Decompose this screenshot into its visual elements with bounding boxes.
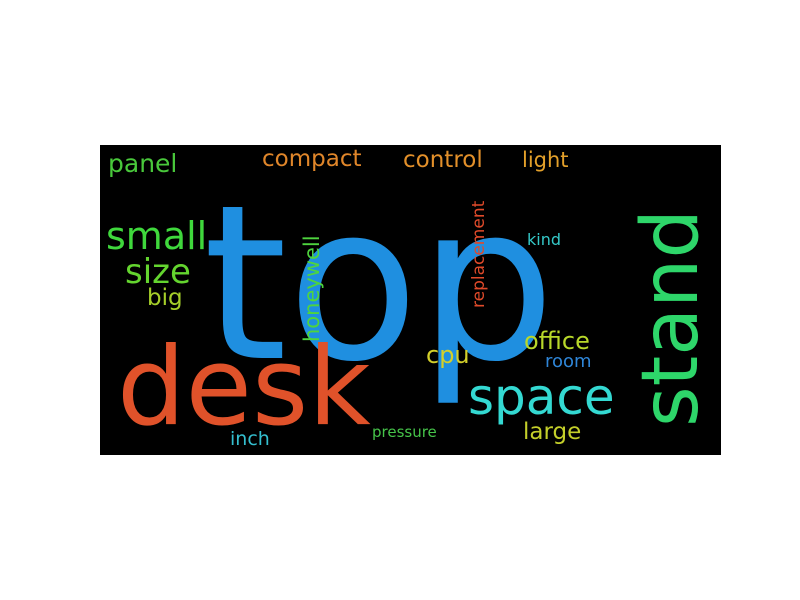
word-desk: desk (117, 325, 371, 450)
word-replacement: replacement (469, 200, 489, 308)
word-stand: stand (626, 209, 716, 427)
word-office: office (524, 327, 590, 355)
word-cloud-background (100, 145, 721, 455)
word-big: big (147, 285, 183, 311)
word-kind: kind (527, 230, 561, 249)
word-top: top (203, 158, 555, 409)
word-control: control (403, 147, 483, 173)
word-panel: panel (108, 149, 177, 178)
word-size: size (125, 252, 191, 292)
word-small: small (106, 214, 207, 258)
word-inch: inch (230, 428, 270, 450)
word-light: light (522, 148, 569, 172)
word-honeywell: honeywell (300, 235, 324, 342)
word-room: room (545, 351, 592, 372)
word-pressure: pressure (372, 423, 437, 441)
word-cloud-svg: top desk stand space small size panel bi… (100, 145, 721, 455)
word-space: space (468, 368, 615, 426)
word-cloud: top desk stand space small size panel bi… (100, 145, 721, 455)
word-large: large (523, 419, 581, 445)
word-cpu: cpu (426, 341, 470, 369)
word-compact: compact (262, 146, 361, 172)
